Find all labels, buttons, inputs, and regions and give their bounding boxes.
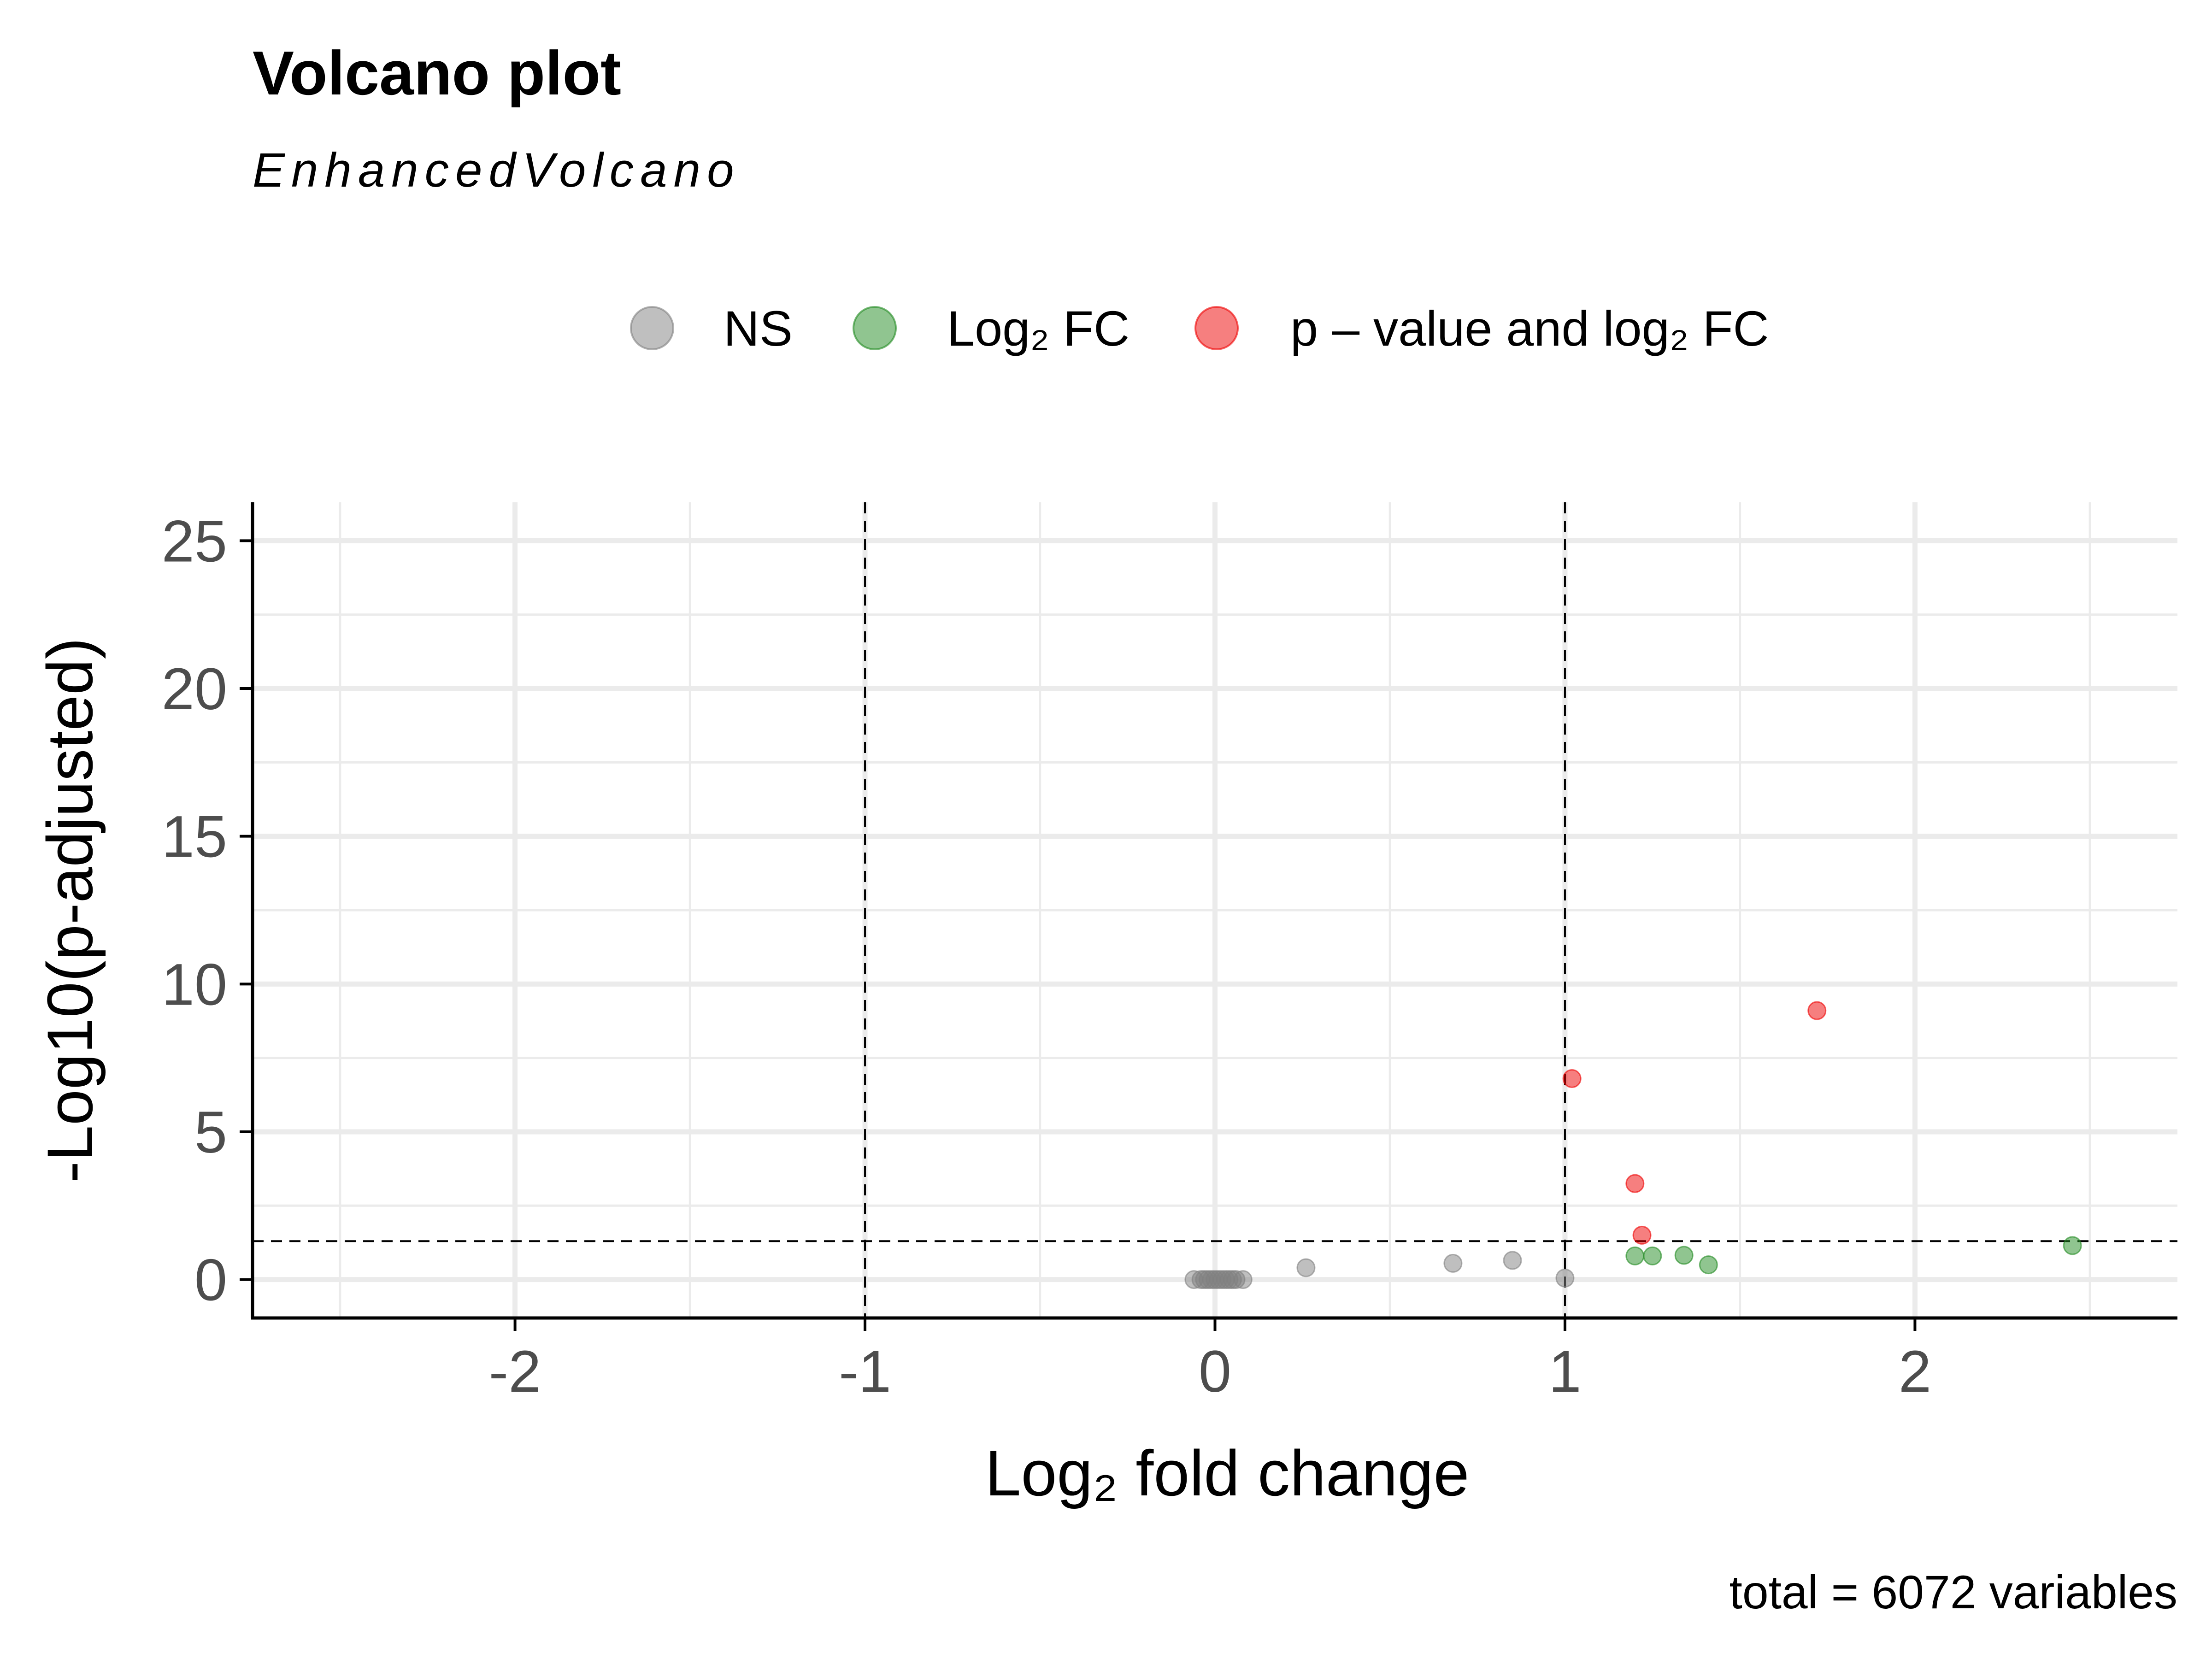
legend: NS Log₂ FC p – value and log₂ FC [630,300,1769,356]
data-point [1643,1246,1662,1265]
y-tick-label: 20 [162,656,227,722]
data-point [1625,1246,1645,1265]
x-tick-label: 0 [1199,1339,1231,1405]
data-point [1555,1268,1575,1288]
legend-label-pvalue-log2fc: p – value and log₂ FC [1290,300,1769,356]
y-tick-label: 5 [194,1100,227,1165]
points [1184,1001,2082,1289]
legend-key-pvalue-log2fc [1194,306,1239,350]
data-point [1807,1001,1827,1020]
x-axis-title: Log₂ fold change [985,1437,1470,1509]
legend-label-log2fc: Log₂ FC [947,300,1130,356]
data-point [1674,1246,1694,1265]
plot-panel: -2 -1 0 1 2 0 5 10 15 20 25 [162,502,2177,1405]
x-tick-label: 1 [1548,1339,1581,1405]
x-ticks: -2 -1 0 1 2 [489,1318,1931,1405]
x-tick-label: -1 [839,1339,891,1405]
y-axis-title: -Log10(p-adjusted) [34,638,106,1183]
data-point [1562,1069,1582,1088]
legend-key-log2fc [853,306,897,350]
data-point [1625,1174,1645,1193]
data-point [1296,1258,1316,1277]
x-tick-label: 2 [1899,1339,1931,1405]
legend-key-ns [630,306,674,350]
data-point [2063,1236,2082,1255]
caption: total = 6072 variables [1730,1566,2178,1618]
y-ticks: 0 5 10 15 20 25 [162,508,253,1313]
chart-title: Volcano plot [253,38,621,108]
y-tick-label: 25 [162,508,227,574]
data-point [1632,1225,1652,1245]
y-tick-label: 10 [162,952,227,1018]
data-point [1233,1270,1253,1289]
y-tick-label: 15 [162,804,227,870]
x-tick-label: -2 [489,1339,541,1405]
data-point [1699,1255,1718,1275]
grid [253,502,2177,1318]
legend-label-ns: NS [724,300,793,356]
y-tick-label: 0 [194,1247,227,1313]
cutoff-lines [253,502,2177,1318]
chart-subtitle: EnhancedVolcano [253,143,740,197]
data-point [1503,1251,1522,1270]
data-point [1443,1253,1463,1273]
